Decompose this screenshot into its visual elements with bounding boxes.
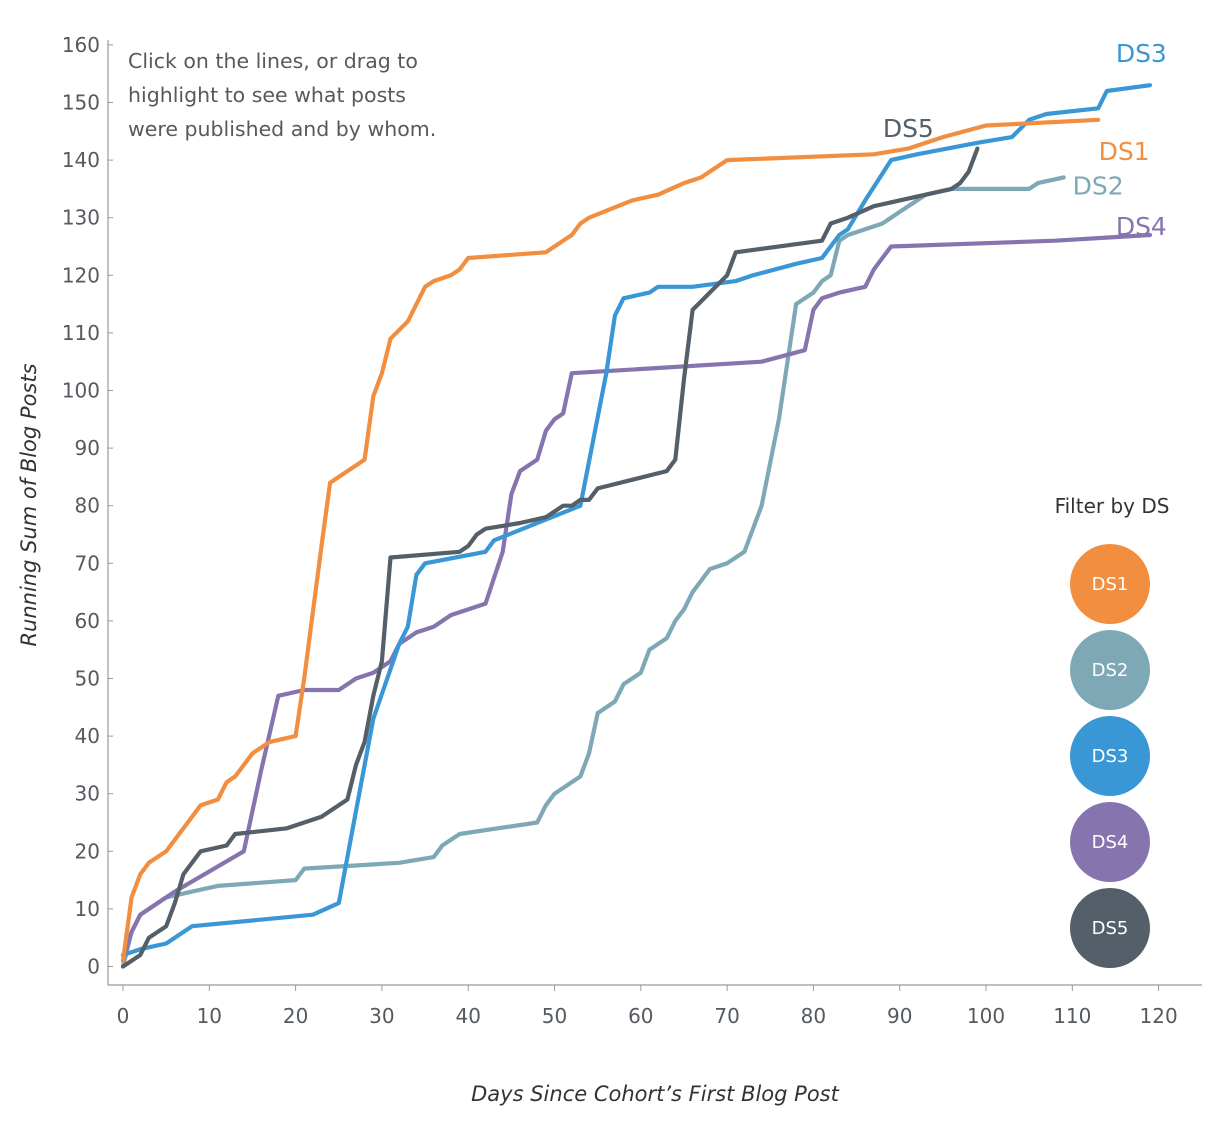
series-line-ds5 bbox=[120, 146, 980, 969]
filter-button-label: DS1 bbox=[1091, 573, 1129, 595]
y-tick-label: 30 bbox=[75, 782, 100, 806]
y-tick-label: 70 bbox=[75, 551, 100, 575]
filter-button-label: DS2 bbox=[1091, 659, 1129, 681]
filter-button-ds3[interactable]: DS3 bbox=[1070, 716, 1150, 796]
series-label-ds1: DS1 bbox=[1099, 137, 1150, 166]
y-tick-label: 50 bbox=[75, 667, 100, 691]
x-tick-label: 20 bbox=[283, 1004, 308, 1028]
chart-annotation: Click on the lines, or drag to highlight… bbox=[128, 44, 488, 146]
y-tick-label: 40 bbox=[75, 724, 100, 748]
x-tick-label: 100 bbox=[967, 1004, 1005, 1028]
series-label-ds2: DS2 bbox=[1073, 172, 1124, 201]
filter-button-ds2[interactable]: DS2 bbox=[1070, 630, 1150, 710]
x-tick-label: 120 bbox=[1140, 1004, 1178, 1028]
filter-button-label: DS4 bbox=[1091, 831, 1129, 853]
y-tick-label: 100 bbox=[62, 379, 100, 403]
filter-title: Filter by DS bbox=[1054, 494, 1170, 518]
y-tick-label: 10 bbox=[75, 897, 100, 921]
y-tick-label: 110 bbox=[62, 321, 100, 345]
annotation-line: Click on the lines, or drag to bbox=[128, 49, 418, 73]
series-line-ds1 bbox=[120, 117, 1101, 963]
y-tick-label: 120 bbox=[62, 263, 100, 287]
x-tick-label: 110 bbox=[1053, 1004, 1091, 1028]
filter-button-ds1[interactable]: DS1 bbox=[1070, 544, 1150, 624]
x-tick-label: 90 bbox=[887, 1004, 912, 1028]
series-line-ds3 bbox=[120, 83, 1153, 958]
y-tick-label: 140 bbox=[62, 148, 100, 172]
x-tick-label: 60 bbox=[628, 1004, 653, 1028]
y-tick-label: 150 bbox=[62, 91, 100, 115]
series-line-ds4 bbox=[120, 232, 1153, 963]
filter-button-label: DS3 bbox=[1091, 745, 1129, 767]
series-line-ds2 bbox=[120, 175, 1066, 969]
filter-button-ds5[interactable]: DS5 bbox=[1070, 888, 1150, 968]
x-axis-title: Days Since Cohort’s First Blog Post bbox=[471, 1082, 839, 1106]
y-tick-label: 0 bbox=[87, 955, 100, 979]
filter-button-ds4[interactable]: DS4 bbox=[1070, 802, 1150, 882]
x-tick-label: 50 bbox=[542, 1004, 567, 1028]
x-tick-label: 0 bbox=[117, 1004, 130, 1028]
annotation-line: highlight to see what posts bbox=[128, 83, 406, 107]
y-tick-label: 90 bbox=[75, 436, 100, 460]
x-tick-label: 10 bbox=[197, 1004, 222, 1028]
y-tick-label: 160 bbox=[62, 33, 100, 57]
annotation-line: were published and by whom. bbox=[128, 117, 437, 141]
x-tick-label: 30 bbox=[369, 1004, 394, 1028]
x-tick-label: 80 bbox=[801, 1004, 826, 1028]
y-tick-label: 60 bbox=[75, 609, 100, 633]
y-axis-title: Running Sum of Blog Posts bbox=[17, 363, 41, 646]
y-tick-label: 20 bbox=[75, 839, 100, 863]
y-tick-label: 130 bbox=[62, 206, 100, 230]
y-tick-label: 80 bbox=[75, 494, 100, 518]
series-label-ds3: DS3 bbox=[1116, 39, 1167, 68]
filter-button-label: DS5 bbox=[1091, 917, 1129, 939]
x-tick-label: 40 bbox=[455, 1004, 480, 1028]
series-label-ds5: DS5 bbox=[883, 114, 934, 143]
x-tick-label: 70 bbox=[714, 1004, 739, 1028]
series-label-ds4: DS4 bbox=[1116, 212, 1167, 241]
